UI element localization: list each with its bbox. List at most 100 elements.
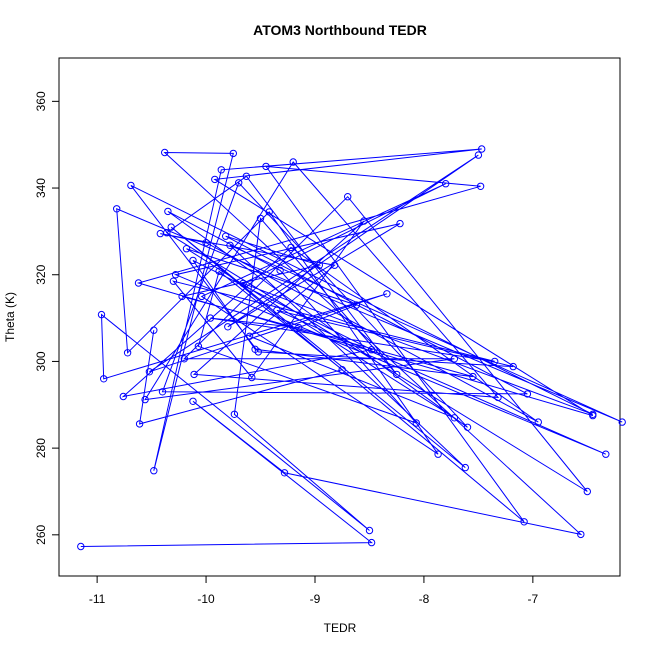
data-point [180, 355, 189, 363]
data-point [123, 349, 132, 357]
data-point [491, 357, 499, 366]
data-point [352, 301, 361, 309]
data-point [97, 310, 106, 319]
data-point [450, 355, 459, 363]
data-point [245, 332, 254, 340]
data-point [119, 392, 128, 401]
data-point [494, 393, 502, 402]
y-axis: 260 280 300 320 340 360 [34, 91, 60, 545]
data-point [178, 292, 186, 301]
data-point [235, 179, 243, 187]
data-point [523, 390, 532, 398]
data-point [171, 271, 180, 279]
y-tick-label: 280 [34, 438, 48, 458]
data-point [226, 241, 234, 250]
data-point [338, 366, 346, 374]
data-point [602, 450, 610, 458]
data-point [344, 193, 352, 201]
y-tick-label: 300 [34, 351, 48, 371]
data-point [509, 362, 517, 371]
data-point [167, 223, 175, 231]
data-point [113, 205, 121, 213]
data-point [134, 279, 143, 287]
data-point [229, 149, 238, 158]
data-point [248, 373, 256, 382]
data-point [222, 232, 230, 240]
y-tick-label: 360 [34, 91, 48, 111]
data-point [295, 323, 303, 332]
data-point [206, 314, 215, 322]
data-point [276, 266, 284, 275]
data-point [141, 395, 149, 404]
x-axis: -11 -10 -9 -8 -7 [89, 575, 539, 606]
data-point [156, 229, 165, 238]
data-point [189, 256, 197, 265]
data-point [194, 342, 203, 350]
y-tick-label: 260 [34, 524, 48, 544]
y-tick-label: 320 [34, 264, 48, 284]
data-point [202, 239, 210, 247]
data-point [145, 368, 154, 376]
data-point [224, 323, 232, 331]
y-tick-label: 340 [34, 178, 48, 198]
data-point [412, 419, 420, 427]
data-point [520, 518, 528, 526]
data-point [189, 397, 197, 405]
data-point [262, 162, 270, 171]
x-tick-label: -9 [310, 592, 321, 606]
data-point [360, 217, 368, 225]
data-point [461, 463, 469, 472]
data-point [198, 292, 206, 301]
data-point [287, 243, 295, 252]
data-point [190, 370, 198, 379]
x-tick-label: -8 [419, 592, 430, 606]
data-point [589, 410, 597, 418]
data-point [256, 214, 265, 223]
data-point [100, 375, 108, 383]
data-point [393, 370, 401, 379]
data-point [169, 277, 178, 285]
data-point [476, 182, 485, 191]
data-point [383, 290, 391, 298]
x-tick-label: -10 [197, 592, 215, 606]
data-point [239, 279, 247, 288]
data-point [618, 418, 626, 426]
x-tick-label: -7 [528, 592, 539, 606]
data-point [161, 148, 169, 157]
data-point [150, 326, 158, 334]
data-point [396, 219, 404, 228]
data-point [230, 410, 239, 418]
data-point [367, 538, 376, 547]
data-point [211, 175, 219, 184]
data-point [478, 145, 486, 153]
data-point [215, 267, 223, 275]
data-point [367, 346, 376, 354]
x-axis-label: TEDR [324, 621, 357, 635]
series-layer [77, 145, 626, 551]
data-point [315, 261, 323, 269]
data-point [469, 372, 477, 381]
data-point [289, 158, 297, 166]
chart-title: ATOM3 Northbound TEDR [253, 22, 427, 38]
data-point [534, 418, 542, 426]
data-point [182, 245, 191, 253]
data-point [135, 420, 144, 428]
data-point [583, 487, 591, 496]
data-point [577, 530, 585, 539]
data-point [463, 423, 472, 431]
data-point [273, 306, 281, 314]
data-point [77, 542, 85, 551]
y-axis-label: Theta (K) [3, 292, 17, 342]
data-point [280, 469, 289, 477]
data-point [127, 181, 135, 190]
data-point [158, 388, 167, 396]
data-point [434, 450, 442, 458]
data-point [474, 151, 483, 159]
series-line [80, 148, 623, 547]
data-point [442, 180, 450, 188]
data-point [242, 172, 251, 181]
x-tick-label: -11 [89, 592, 106, 606]
data-point [450, 414, 459, 422]
data-point [217, 166, 226, 174]
